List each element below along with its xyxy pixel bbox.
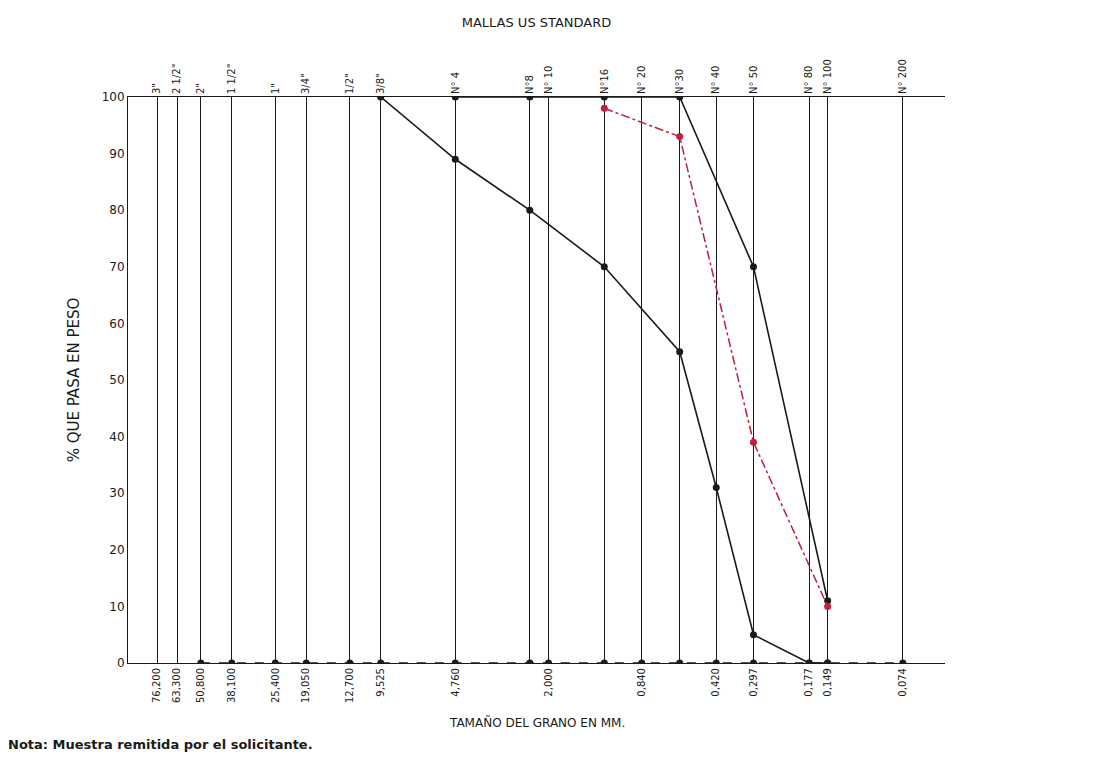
svg-text:N° 10: N° 10 [543,66,554,94]
svg-text:50,800: 50,800 [195,668,206,703]
svg-text:0,177: 0,177 [803,668,814,697]
svg-text:N°30: N°30 [674,69,685,94]
svg-text:0,840: 0,840 [636,668,647,697]
svg-text:25,400: 25,400 [270,668,281,703]
svg-text:0: 0 [117,656,125,670]
svg-text:10: 10 [109,600,124,614]
svg-text:38,100: 38,100 [226,668,237,703]
svg-text:3/4": 3/4" [300,73,311,94]
svg-text:1/2": 1/2" [344,73,355,94]
svg-text:80: 80 [109,203,124,217]
svg-text:100: 100 [102,90,125,104]
svg-text:% QUE PASA EN PESO: % QUE PASA EN PESO [65,298,83,463]
svg-text:60: 60 [109,317,124,331]
svg-text:N°16: N°16 [599,69,610,94]
svg-text:N°8: N°8 [524,75,535,94]
svg-text:N° 100: N° 100 [822,59,833,94]
svg-text:N° 20: N° 20 [636,66,647,94]
svg-text:0,420: 0,420 [710,668,721,697]
svg-text:70: 70 [109,260,124,274]
svg-text:N° 200: N° 200 [897,59,908,94]
svg-text:1 1/2": 1 1/2" [226,64,237,94]
svg-text:19,050: 19,050 [300,668,311,703]
svg-text:63,300: 63,300 [171,668,182,703]
svg-text:Nota: Muestra remitida por el: Nota: Muestra remitida por el solicitant… [8,737,313,752]
svg-text:50: 50 [109,373,124,387]
svg-text:9,525: 9,525 [375,668,386,697]
svg-text:N° 4: N° 4 [450,72,461,94]
svg-text:30: 30 [109,486,124,500]
svg-text:MALLAS US STANDARD: MALLAS US STANDARD [462,15,612,30]
svg-text:4,760: 4,760 [450,668,461,697]
svg-text:3": 3" [151,83,162,94]
svg-text:40: 40 [109,430,124,444]
svg-text:12,700: 12,700 [344,668,355,703]
svg-text:N° 50: N° 50 [748,66,759,94]
svg-text:N° 80: N° 80 [803,66,814,94]
svg-text:2,000: 2,000 [543,668,554,697]
svg-text:76,200: 76,200 [151,668,162,703]
svg-text:0,297: 0,297 [748,668,759,697]
svg-text:2": 2" [195,83,206,94]
svg-text:N° 40: N° 40 [710,66,721,94]
svg-text:20: 20 [109,543,124,557]
svg-text:TAMAÑO DEL GRANO EN MM.: TAMAÑO DEL GRANO EN MM. [449,715,625,730]
svg-text:1": 1" [270,83,281,94]
svg-text:90: 90 [109,147,124,161]
svg-text:0,074: 0,074 [897,668,908,697]
svg-text:0,149: 0,149 [822,668,833,697]
svg-text:3/8": 3/8" [375,73,386,94]
svg-text:2 1/2": 2 1/2" [171,64,182,94]
